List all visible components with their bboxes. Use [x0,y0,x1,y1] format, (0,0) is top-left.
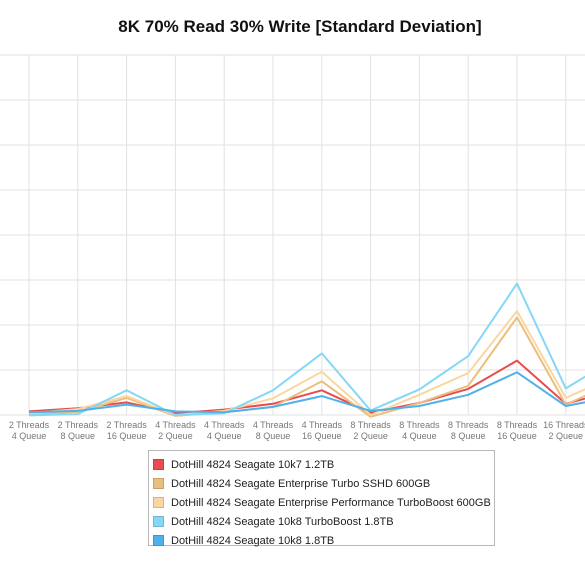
x-tick-label: 8 Threads 8 Queue [448,420,489,441]
chart-title: 8K 70% Read 30% Write [Standard Deviatio… [118,17,482,36]
legend-swatch [153,459,164,470]
x-tick-label: 8 Threads 16 Queue [497,420,538,441]
series-line-4 [28,282,585,417]
x-tick-label: 4 Threads 16 Queue [302,420,343,441]
legend-swatch [153,497,164,508]
legend-swatch [153,535,164,546]
series-line-3 [28,310,585,416]
legend-swatch [153,516,164,527]
series-line-5 [28,371,585,414]
legend-item-5[interactable]: DotHill 4824 Seagate 10k8 1.8TB [153,531,494,550]
x-tick-label: 4 Threads 2 Queue [155,420,196,441]
x-tick-label: 8 Threads 4 Queue [399,420,440,441]
legend-label: DotHill 4824 Seagate 10k8 1.8TB [171,534,335,547]
x-axis-ticks: 2 Threads 4 Queue 2 Threads 8 Queue 2 Thread… [9,420,585,441]
x-tick-label: 2 Threads 8 Queue [58,420,99,441]
series-line-1 [28,359,585,415]
x-tick-label: 2 Threads 16 Queue [106,420,147,441]
legend-label: DotHill 4824 Seagate Enterprise Turbo SS… [171,477,431,490]
x-tick-label: 8 Threads 2 Queue [350,420,391,441]
legend-item-3[interactable]: DotHill 4824 Seagate Enterprise Performa… [153,493,494,512]
legend-item-1[interactable]: DotHill 4824 Seagate 10k7 1.2TB [153,455,494,474]
legend: DotHill 4824 Seagate 10k7 1.2TB DotHill 4… [148,450,495,547]
series-line-2 [28,316,585,418]
x-tick-label: 2 Threads 4 Queue [9,420,50,441]
series-lines [28,282,585,418]
grid [0,54,585,416]
x-tick-label: 4 Threads 4 Queue [204,420,245,441]
legend-item-4[interactable]: DotHill 4824 Seagate 10k8 TurboBoost 1.8… [153,512,494,531]
x-tick-label: 16 Threads 2 Queue [543,420,585,441]
x-tick-label: 4 Threads 8 Queue [253,420,294,441]
legend-swatch [153,478,164,489]
legend-label: DotHill 4824 Seagate 10k7 1.2TB [171,458,335,471]
legend-label: DotHill 4824 Seagate 10k8 TurboBoost 1.8… [171,515,394,528]
legend-label: DotHill 4824 Seagate Enterprise Performa… [171,496,491,509]
legend-item-2[interactable]: DotHill 4824 Seagate Enterprise Turbo SS… [153,474,494,493]
